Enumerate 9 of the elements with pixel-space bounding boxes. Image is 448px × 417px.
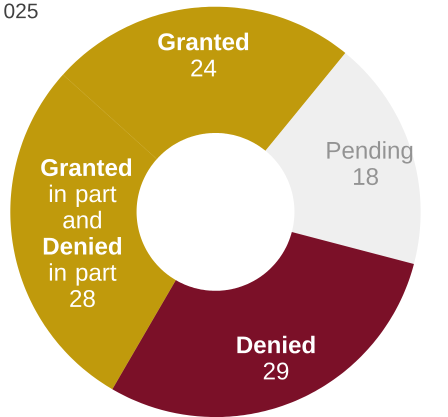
slice-label: Granted in part and Denied in part [41, 158, 132, 286]
data-label: 28 [70, 290, 95, 308]
data-label: 29 [264, 362, 288, 380]
data-label: 18 [354, 168, 378, 186]
data-label: 24 [191, 59, 216, 76]
slice-label: Granted [158, 32, 248, 50]
slice-label: Pending [327, 141, 412, 164]
slice-label: Denied [237, 336, 315, 354]
chart-title: 025 [4, 3, 38, 18]
